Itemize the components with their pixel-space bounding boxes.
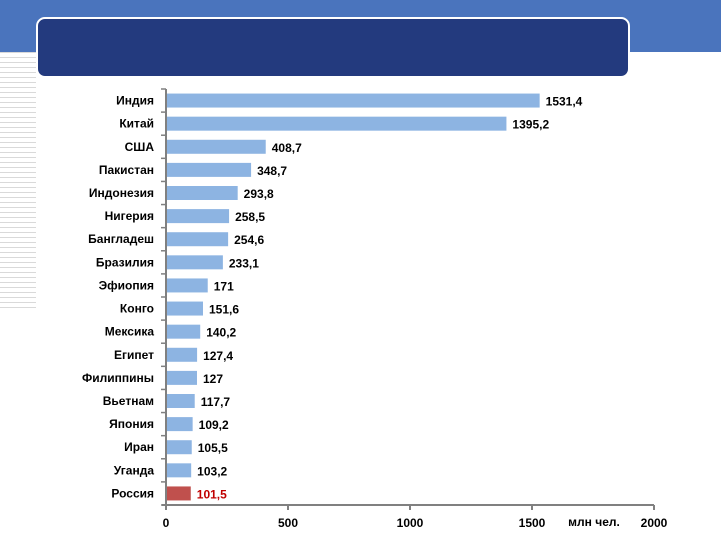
bar (167, 301, 203, 316)
category-label: Бангладеш (88, 232, 154, 246)
bar (167, 370, 197, 385)
x-tick-label: 500 (278, 516, 298, 530)
value-label: 140,2 (206, 326, 236, 340)
x-tick-label: 2000 (641, 516, 668, 530)
category-label: Пакистан (99, 163, 154, 177)
bar (167, 463, 192, 478)
category-label: Нигерия (105, 209, 154, 223)
bar (167, 162, 252, 177)
x-tick-label: 0 (163, 516, 170, 530)
category-label: Иран (124, 440, 154, 454)
bar (167, 394, 195, 408)
title-box (36, 17, 630, 78)
category-label: Филиппины (82, 371, 154, 385)
bar (167, 232, 229, 247)
bar (167, 116, 507, 131)
value-label: 101,5 (197, 487, 227, 501)
value-label: 408,7 (272, 141, 302, 155)
value-label: 293,8 (244, 187, 274, 201)
category-label: Китай (119, 117, 154, 131)
bar (167, 324, 201, 339)
value-label: 117,7 (201, 395, 231, 409)
value-label: 233,1 (229, 256, 259, 270)
value-label: 258,5 (235, 210, 265, 224)
value-label: 127,4 (203, 349, 233, 363)
bar (167, 417, 193, 432)
value-label: 348,7 (257, 164, 287, 178)
category-label: Эфиопия (99, 278, 154, 292)
x-tick-label: 1000 (397, 516, 424, 530)
value-label: 127 (203, 372, 223, 386)
category-label: Мексика (105, 325, 155, 339)
value-label: 1395,2 (512, 118, 549, 132)
bar (167, 186, 238, 200)
bar (167, 255, 223, 270)
value-label: 254,6 (234, 233, 264, 247)
value-label: 151,6 (209, 303, 239, 317)
value-label: 109,2 (199, 418, 229, 432)
value-label: 103,2 (197, 464, 227, 478)
category-label: Бразилия (96, 255, 154, 269)
category-label: Египет (114, 348, 154, 362)
category-label: Конго (120, 302, 154, 316)
value-label: 105,5 (198, 441, 228, 455)
x-axis-label: млн чел. (568, 515, 620, 529)
category-label: Вьетнам (103, 394, 154, 408)
bar (167, 93, 540, 108)
category-label: Россия (111, 486, 154, 500)
bar (167, 347, 198, 362)
category-label: Япония (109, 417, 154, 431)
value-label: 171 (214, 279, 234, 293)
x-tick-label: 1500 (519, 516, 546, 530)
value-label: 1531,4 (546, 95, 583, 109)
bar (167, 440, 192, 455)
category-label: Индонезия (89, 186, 154, 200)
decorative-stripes (0, 52, 36, 312)
category-label: Индия (116, 94, 154, 108)
category-label: США (125, 140, 155, 154)
bar (167, 209, 230, 224)
bar (167, 139, 266, 154)
category-label: Уганда (114, 463, 155, 477)
bar-highlight (167, 486, 191, 501)
bar (167, 278, 208, 293)
